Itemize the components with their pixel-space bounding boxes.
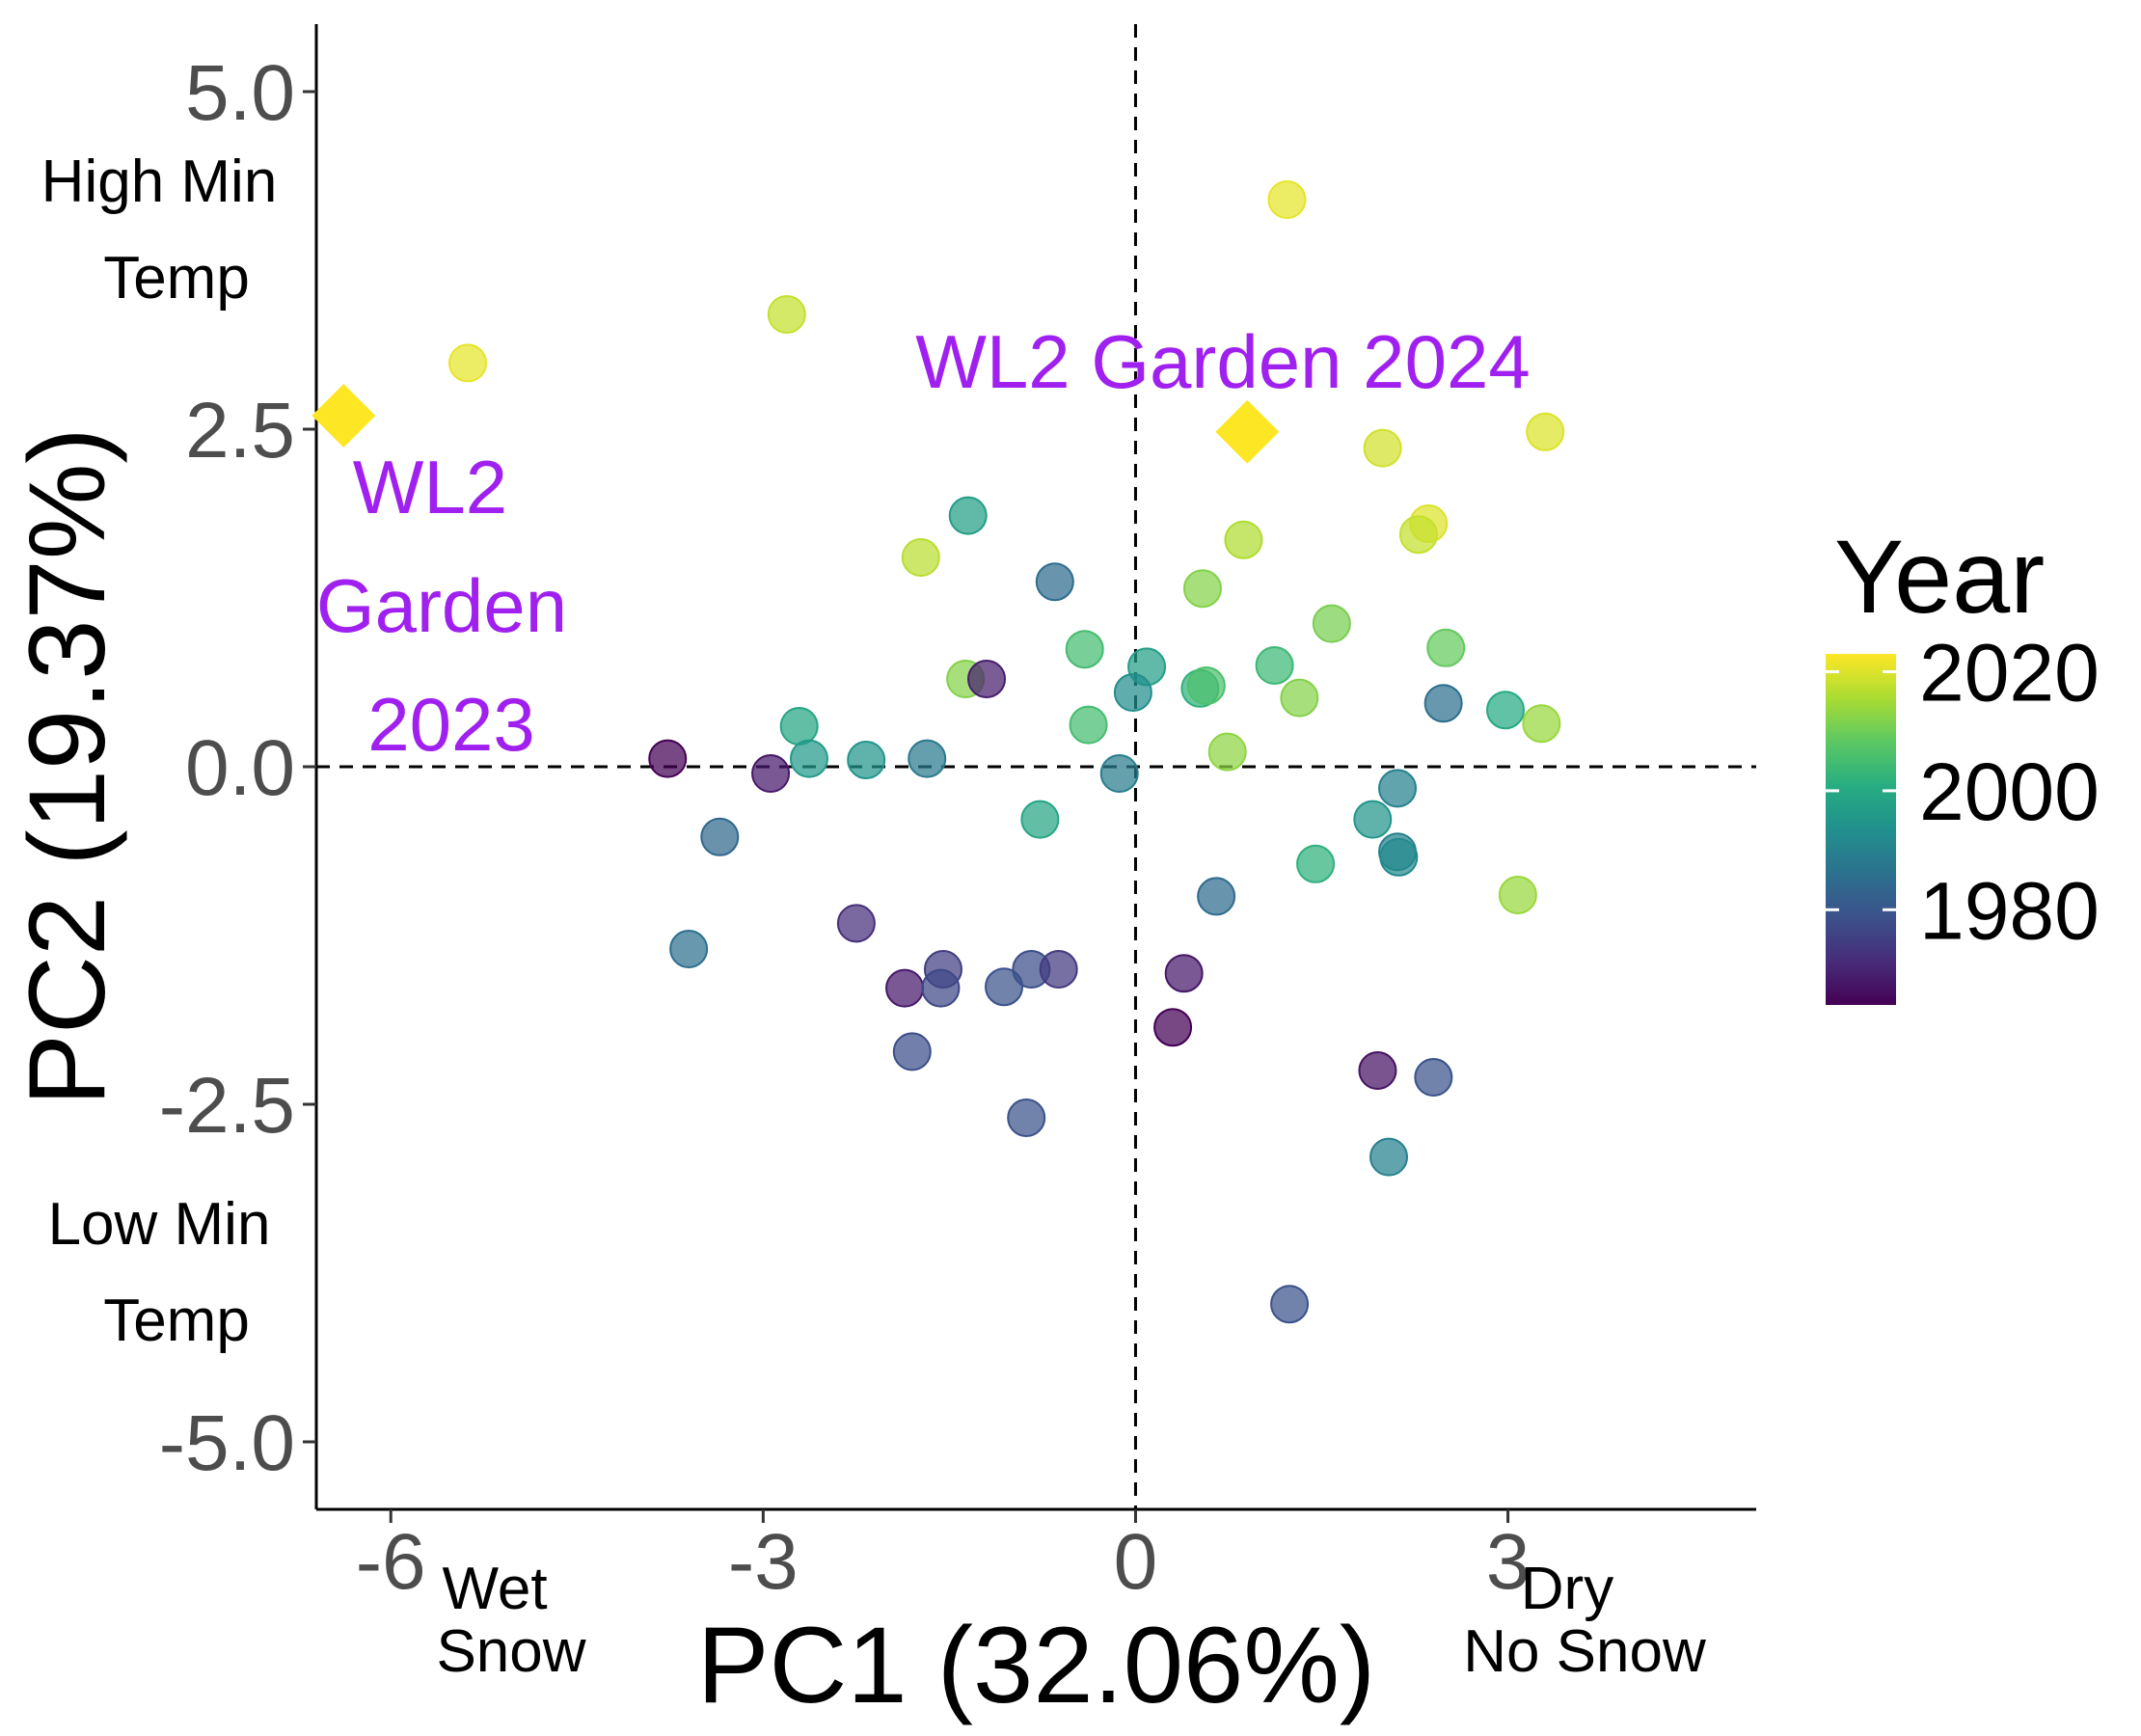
data-point <box>847 741 886 779</box>
data-point <box>1353 800 1393 839</box>
data-point <box>1255 646 1294 685</box>
data-point <box>1369 1137 1409 1177</box>
data-point <box>648 739 688 778</box>
data-point <box>767 295 806 334</box>
garden-2023-marker <box>312 384 376 448</box>
data-point <box>1280 678 1319 718</box>
data-point <box>1182 569 1222 609</box>
data-point <box>669 930 709 968</box>
data-point <box>1486 691 1526 730</box>
garden-markers <box>312 384 1280 464</box>
data-point <box>1312 604 1351 643</box>
garden-2023-label: 2023 <box>367 682 535 767</box>
data-point <box>1164 954 1204 993</box>
x-axis-title: PC1 (32.06%) <box>697 1605 1375 1725</box>
reference-lines <box>316 24 1756 1509</box>
data-point <box>1270 1285 1310 1324</box>
legend-label: 1980 <box>1919 865 2100 956</box>
data-points <box>448 180 1565 1324</box>
axis-ticks: -6 -3 0 3 -5.0 -2.5 0.0 2.5 5.0 <box>159 49 1531 1606</box>
x-tick-label: 0 <box>1114 1518 1158 1606</box>
x-annotation-high: Dry <box>1521 1556 1613 1622</box>
data-point <box>448 343 488 383</box>
data-point <box>1426 628 1466 667</box>
y-annotation-low: Temp <box>103 1288 250 1354</box>
y-tick-label: -5.0 <box>159 1399 295 1487</box>
data-point <box>700 817 740 856</box>
data-point <box>1526 412 1565 451</box>
data-point <box>1398 515 1438 555</box>
x-tick-label: -6 <box>356 1518 426 1606</box>
y-annotation-high: High Min <box>41 149 278 215</box>
garden-2024-marker <box>1215 399 1280 464</box>
y-tick-label: -2.5 <box>159 1062 295 1150</box>
data-point <box>1522 704 1561 744</box>
legend-label: 2020 <box>1919 628 2100 719</box>
data-point <box>1069 705 1108 745</box>
data-point <box>1267 180 1307 219</box>
data-point <box>1035 562 1074 602</box>
data-point <box>1113 673 1152 712</box>
x-annotation-low: Wet <box>442 1556 547 1622</box>
data-point <box>1423 684 1463 723</box>
data-point <box>1197 877 1236 916</box>
y-annotation-low: Low Min <box>48 1191 271 1258</box>
legend-title: Year <box>1834 518 2045 635</box>
data-point <box>1498 876 1537 914</box>
y-axis-title: PC2 (19.37%) <box>7 427 127 1105</box>
data-point <box>779 707 819 746</box>
data-point <box>1007 1099 1046 1137</box>
data-point <box>1020 800 1060 839</box>
data-point <box>892 1032 932 1071</box>
data-point <box>1414 1058 1453 1097</box>
y-annotation-high: Temp <box>103 245 250 312</box>
data-point <box>1224 520 1263 559</box>
data-point <box>1186 666 1226 705</box>
data-point <box>1099 754 1139 793</box>
y-tick-label: 2.5 <box>185 387 295 475</box>
data-point <box>948 496 988 535</box>
data-point <box>751 754 791 793</box>
data-point <box>1153 1008 1193 1047</box>
data-point <box>967 660 1007 698</box>
x-tick-label: 3 <box>1486 1518 1531 1606</box>
garden-2024-label: WL2 Garden 2024 <box>915 319 1530 404</box>
garden-2023-label: Garden <box>316 563 567 648</box>
x-annotation-high: No Snow <box>1463 1618 1706 1685</box>
legend-colorbar <box>1826 654 1896 1005</box>
data-point <box>1207 732 1247 772</box>
data-point <box>921 968 961 1008</box>
garden-2023-label: WL2 <box>353 445 507 529</box>
y-tick-label: 5.0 <box>185 49 295 137</box>
legend-label: 2000 <box>1919 746 2100 837</box>
x-tick-label: -3 <box>728 1518 799 1606</box>
data-point <box>1378 769 1418 808</box>
x-annotation-low: Snow <box>436 1618 585 1685</box>
data-point <box>1296 844 1336 883</box>
data-point <box>1363 428 1402 468</box>
data-point <box>1358 1051 1397 1090</box>
data-point <box>1065 630 1104 669</box>
data-point <box>836 904 876 943</box>
y-tick-label: 0.0 <box>185 724 295 812</box>
data-point <box>885 968 925 1008</box>
data-point <box>901 538 940 577</box>
data-point <box>789 739 828 778</box>
data-point <box>1379 837 1419 877</box>
data-point <box>985 967 1024 1007</box>
data-point <box>1039 950 1078 989</box>
data-point <box>908 739 947 778</box>
